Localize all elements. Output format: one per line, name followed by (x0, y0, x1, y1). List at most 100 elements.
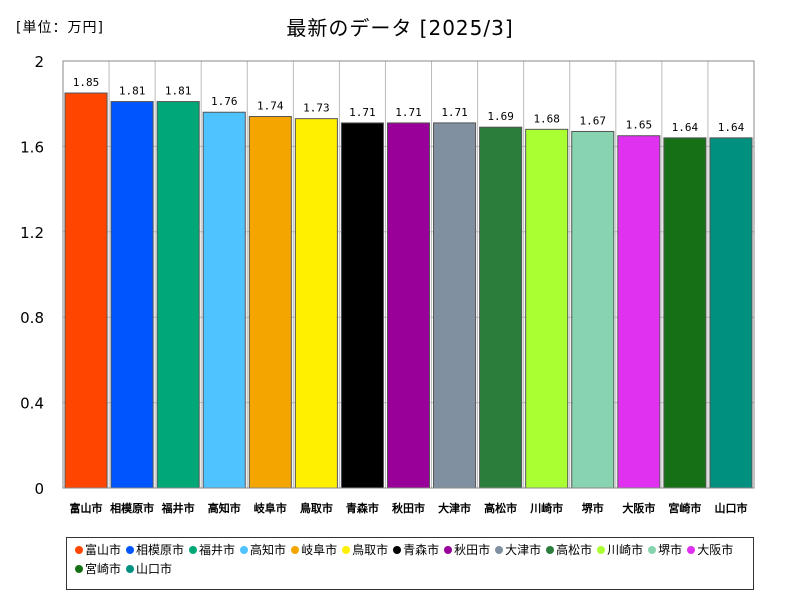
bar (525, 128, 569, 489)
legend-item: 宮崎市 (75, 560, 121, 579)
data-label: 1.64 (672, 121, 699, 134)
chart-legend: 富山市 相模原市 福井市 高知市 岐阜市 鳥取市 青森市 秋田市 大津市 高松市 川崎市 堺市 大阪市宮… (66, 537, 754, 590)
data-label: 1.67 (580, 114, 607, 127)
x-tick-label: 大阪市 (622, 501, 655, 515)
bar (64, 92, 108, 489)
legend-marker (495, 546, 504, 554)
bar (156, 101, 200, 489)
data-label: 1.71 (395, 106, 422, 119)
legend-item: 大阪市 (687, 541, 733, 560)
x-tick-label: 山口市 (714, 501, 747, 515)
x-tick-label: 鳥取市 (300, 501, 333, 515)
y-tick-label: 0 (34, 480, 44, 498)
legend-label: 富山市 (85, 543, 122, 557)
legend-label: 大阪市 (697, 543, 734, 557)
legend-label: 高松市 (556, 543, 593, 557)
bar (294, 118, 338, 489)
bar (663, 137, 707, 489)
unit-label: [単位：万円] (16, 20, 104, 36)
legend-item: 相模原市 (126, 541, 184, 560)
plot-frame (62, 60, 755, 489)
data-label: 1.64 (718, 121, 745, 134)
x-tick-label: 宮崎市 (668, 501, 701, 515)
bar (479, 126, 523, 489)
legend-label: 青森市 (403, 543, 440, 557)
legend-marker (291, 546, 300, 554)
x-tick-label: 堺市 (582, 501, 604, 515)
legend-marker (342, 546, 351, 554)
legend-item: 川崎市 (597, 541, 643, 560)
x-tick-label: 福井市 (161, 501, 195, 515)
bar (202, 111, 246, 489)
legend-item: 大津市 (495, 541, 541, 560)
y-tick-label: 1.2 (20, 224, 44, 242)
bar (433, 122, 477, 489)
legend-item: 青森市 (393, 541, 439, 560)
legend-label: 福井市 (199, 543, 236, 557)
legend-marker (126, 546, 135, 554)
legend-marker (393, 546, 402, 554)
x-tick-label: 大津市 (438, 501, 471, 515)
data-label: 1.81 (165, 85, 192, 98)
legend-label: 大津市 (505, 543, 542, 557)
legend-label: 高知市 (250, 543, 287, 557)
legend-label: 秋田市 (454, 543, 491, 557)
bar (617, 135, 661, 489)
x-tick-label: 秋田市 (392, 501, 425, 515)
legend-item: 秋田市 (444, 541, 490, 560)
x-tick-label: 高松市 (484, 501, 517, 515)
bar (571, 130, 615, 489)
data-label: 1.73 (303, 102, 330, 115)
y-tick-label: 0.8 (20, 309, 44, 327)
x-tick-label: 相模原市 (110, 501, 154, 515)
x-tick-label: 高知市 (208, 501, 241, 515)
legend-label: 堺市 (658, 543, 683, 557)
legend-marker (597, 546, 606, 554)
chart-title: 最新のデータ [2025/3] (286, 16, 514, 40)
legend-label: 岐阜市 (301, 543, 338, 557)
legend-label: 鳥取市 (352, 543, 389, 557)
bar (386, 122, 431, 489)
bar (340, 122, 384, 489)
legend-marker (240, 546, 249, 554)
y-tick-label: 1.6 (20, 138, 44, 156)
bar (110, 101, 154, 489)
x-tick-label: 岐阜市 (254, 501, 287, 515)
legend-marker (546, 546, 555, 554)
legend-marker (126, 565, 135, 573)
y-tick-label: 0.4 (20, 395, 44, 413)
data-label: 1.65 (626, 119, 653, 132)
legend-marker (444, 546, 453, 554)
legend-item: 高知市 (240, 541, 286, 560)
data-label: 1.68 (533, 112, 560, 125)
x-tick-label: 川崎市 (529, 501, 563, 515)
legend-marker (75, 565, 83, 573)
bar (248, 116, 292, 489)
legend-label: 宮崎市 (85, 562, 122, 576)
legend-label: 山口市 (136, 562, 173, 576)
legend-marker (189, 546, 198, 554)
data-label: 1.69 (487, 110, 514, 123)
legend-item: 鳥取市 (342, 541, 388, 560)
data-label: 1.71 (349, 106, 376, 119)
legend-item: 山口市 (126, 560, 172, 579)
x-tick-label: 富山市 (70, 501, 103, 515)
legend-marker (648, 546, 657, 554)
legend-item: 高松市 (546, 541, 592, 560)
legend-item: 福井市 (189, 541, 235, 560)
legend-marker (75, 546, 83, 554)
y-tick-label: 2 (34, 53, 44, 71)
data-label: 1.76 (211, 95, 238, 108)
data-label: 1.85 (73, 76, 100, 89)
legend-label: 相模原市 (136, 543, 185, 557)
bar (709, 137, 753, 489)
legend-item: 堺市 (648, 541, 682, 560)
data-label: 1.74 (257, 100, 284, 113)
legend-marker (687, 546, 696, 554)
legend-item: 岐阜市 (291, 541, 337, 560)
data-label: 1.71 (441, 106, 468, 119)
legend-item: 富山市 (75, 541, 121, 560)
data-label: 1.81 (119, 85, 146, 98)
legend-label: 川崎市 (607, 543, 644, 557)
